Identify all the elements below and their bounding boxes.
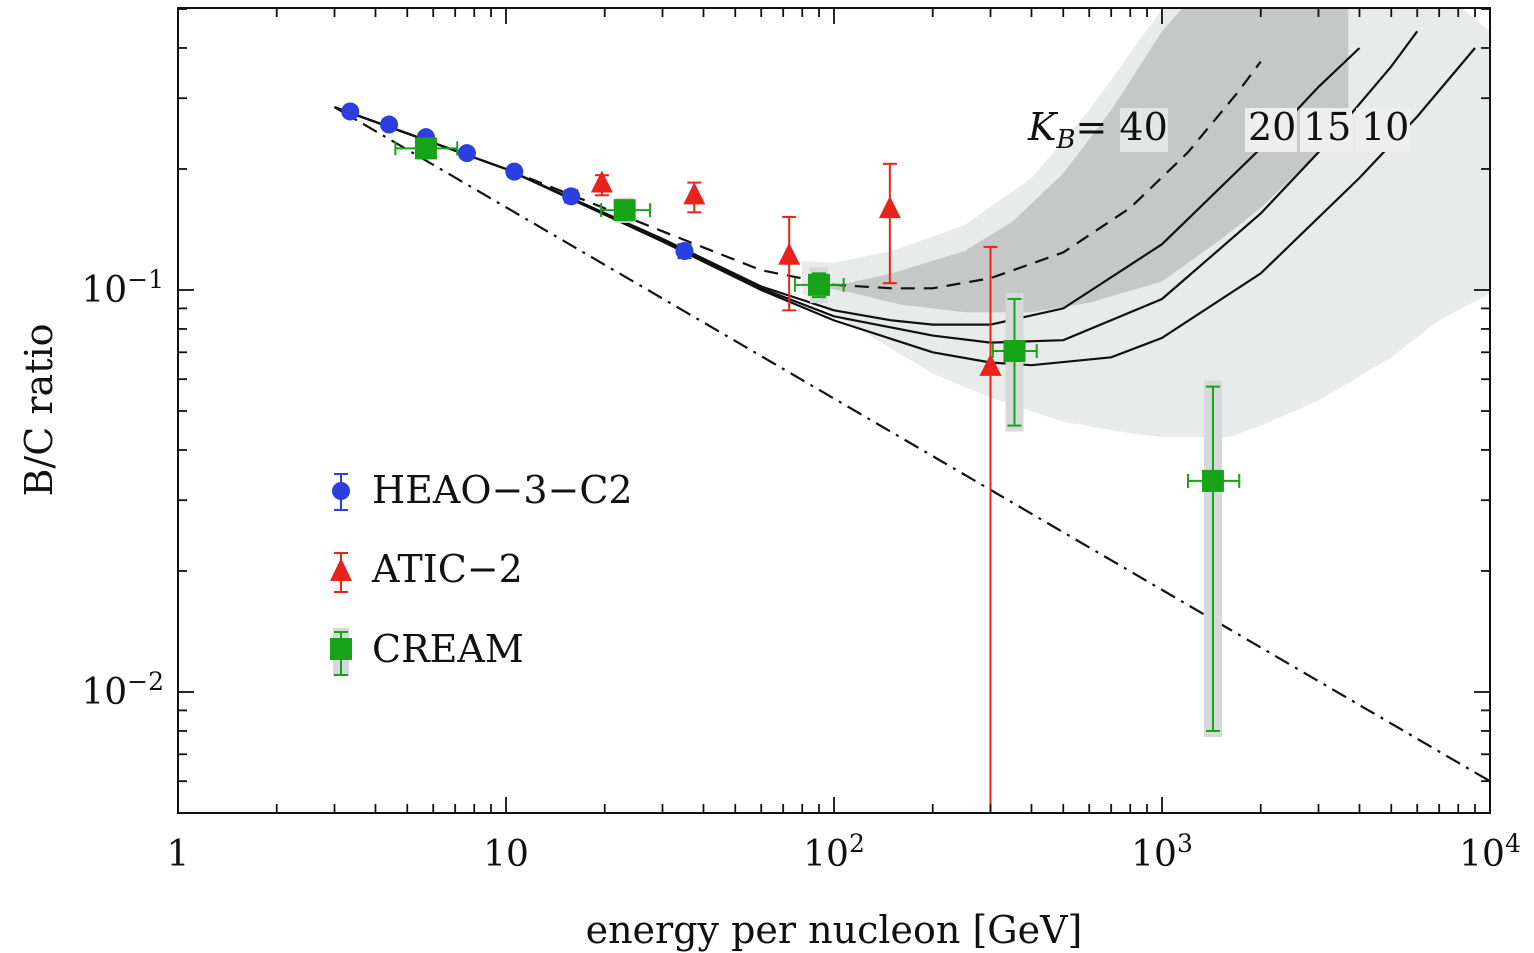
data-point-circle — [380, 115, 399, 134]
band-inner — [819, 8, 1349, 313]
kb-label-10: 10 — [1361, 105, 1409, 149]
marker-circle — [380, 115, 399, 134]
data-point-circle — [562, 187, 581, 206]
legend-item-cream: CREAM — [330, 627, 524, 676]
legend-marker-circle — [332, 482, 350, 500]
data-point-square — [793, 267, 845, 304]
kb-annotations: KB= 40 20 15 10 — [1027, 105, 1410, 155]
y-tick-label: 10−1 — [81, 265, 164, 311]
marker-circle — [675, 242, 694, 261]
data-point-triangle — [979, 245, 1002, 813]
marker-triangle — [878, 196, 901, 219]
x-tick-label: 1 — [167, 834, 190, 875]
marker-triangle — [979, 353, 1002, 376]
model-curve-40 — [334, 60, 1262, 290]
y-axis-title: B/C ratio — [17, 323, 61, 496]
data-point-circle — [675, 242, 694, 261]
marker-circle — [457, 144, 476, 163]
marker-triangle — [683, 182, 706, 205]
kb-label-bg — [1356, 108, 1410, 152]
model-curve-dashdot — [333, 106, 1490, 783]
data-point-triangle — [683, 181, 706, 214]
marker-circle — [562, 187, 581, 206]
marker-circle — [505, 162, 524, 181]
legend: HEAO−3−C2 ATIC−2 CREAM — [330, 468, 633, 676]
x-tick-label: 103 — [1131, 829, 1193, 875]
marker-square — [613, 199, 636, 222]
data-point-square — [991, 292, 1038, 432]
kb-label-40: KB= 40 — [1027, 105, 1168, 155]
kb-label-bg — [1120, 108, 1168, 152]
data-point-triangle — [778, 215, 801, 312]
data-point-square — [1186, 380, 1241, 737]
data-point-square — [600, 197, 652, 223]
marker-triangle — [590, 170, 613, 193]
legend-marker-triangle — [330, 558, 352, 581]
x-tick-label: 104 — [1459, 829, 1521, 875]
data-point-circle — [505, 162, 524, 181]
y-tick-label: 10−2 — [81, 667, 164, 713]
data-point-triangle — [878, 162, 901, 285]
legend-marker-square — [330, 638, 352, 660]
marker-square — [807, 273, 830, 296]
marker-square — [1003, 340, 1026, 363]
kb-label-20: 20 — [1248, 105, 1296, 149]
legend-label: CREAM — [372, 627, 524, 671]
kb-label-15: 15 — [1303, 105, 1351, 149]
legend-label: ATIC−2 — [371, 547, 523, 591]
data-points — [341, 102, 1241, 813]
data-point-circle — [457, 144, 476, 163]
x-axis-title: energy per nucleon [GeV] — [586, 908, 1083, 952]
tick-labels: 1 10 102 103 104 10−1 10−2 — [81, 265, 1521, 875]
marker-square — [414, 137, 437, 160]
legend-item-atic: ATIC−2 — [330, 547, 523, 593]
data-point-triangle — [590, 170, 613, 197]
legend-item-heao: HEAO−3−C2 — [332, 468, 633, 512]
x-tick-label: 10 — [483, 834, 529, 875]
kb-label-bg — [1245, 108, 1297, 152]
data-point-square — [394, 137, 459, 160]
marker-triangle — [778, 242, 801, 265]
kb-label-bg — [1300, 108, 1352, 152]
marker-circle — [341, 102, 360, 121]
x-tick-label: 102 — [803, 829, 865, 875]
marker-square — [1201, 469, 1224, 492]
axis-ticks — [177, 8, 1490, 813]
data-point-circle — [341, 102, 360, 121]
legend-label: HEAO−3−C2 — [372, 468, 633, 512]
